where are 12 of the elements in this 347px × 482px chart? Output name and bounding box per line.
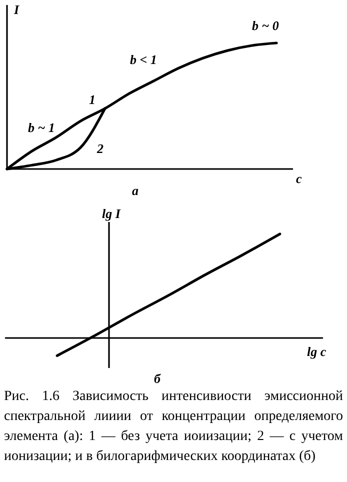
text: Рис. 1.6 Зависимость интенсивиости эмиссионной спектральной лииии от концентрации определяемого элемента (а): 1 — без учета иоиизации; 2 — с учетом ионизации; и в билогарифмических координатах (б) (3, 388, 344, 466)
x-axis-title: c (296, 171, 302, 186)
text: b ~ 0 (252, 18, 280, 33)
annotation: b < 1 (130, 52, 157, 67)
text: б (154, 371, 161, 386)
series-label: 1 (89, 92, 96, 107)
x-axis-title: lg c (307, 344, 326, 359)
series-label: 2 (96, 141, 104, 156)
text: а (132, 183, 139, 198)
y-axis-title: lg I (102, 206, 122, 221)
annotation: b ~ 1 (28, 120, 55, 135)
y-axis-title: I (13, 2, 20, 17)
